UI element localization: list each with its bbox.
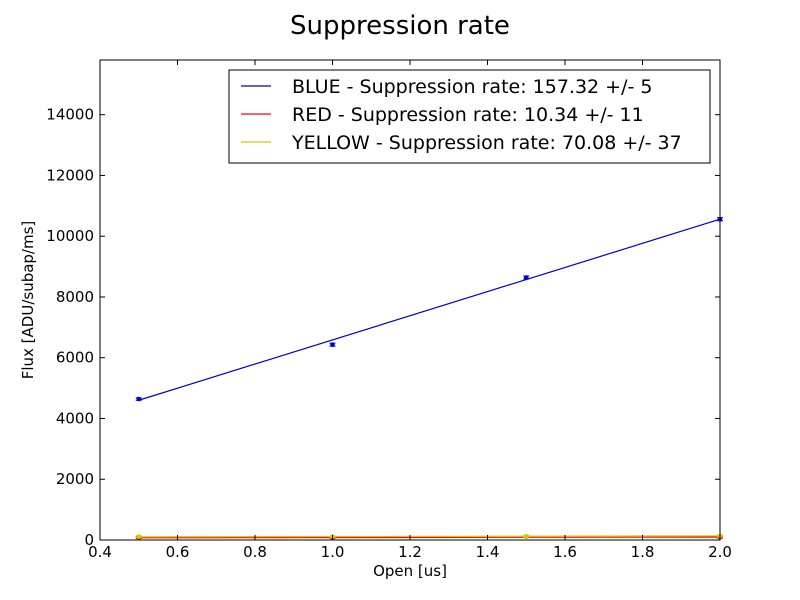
series-2-fit-line <box>138 535 721 538</box>
y-tick-label: 2000 <box>56 470 94 488</box>
y-tick-label: 14000 <box>46 106 94 124</box>
series-0-point <box>136 396 142 402</box>
series-0 <box>135 216 723 402</box>
legend-box <box>228 69 711 164</box>
series-0-fit-line <box>138 218 721 401</box>
series-0-point <box>523 275 529 280</box>
y-axis-label: Flux [ADU/subap/ms] <box>19 221 37 380</box>
legend-label-2: YELLOW - Suppression rate: 70.08 +/- 37 <box>291 132 682 154</box>
x-tick-label: 1.6 <box>553 543 577 561</box>
legend-label-1: RED - Suppression rate: 10.34 +/- 11 <box>292 104 644 126</box>
series-2-point <box>523 534 529 539</box>
x-tick-label: 0.8 <box>243 543 267 561</box>
x-axis-label: Open [us] <box>373 562 447 580</box>
x-tick-label: 2.0 <box>708 543 732 561</box>
series-1-fit-line <box>138 536 721 539</box>
y-tick-label: 10000 <box>46 227 94 245</box>
legend: BLUE - Suppression rate: 157.32 +/- 5 RED… <box>228 69 711 164</box>
x-tick-label: 1.4 <box>476 543 500 561</box>
y-tick-label: 0 <box>84 531 94 549</box>
series-2-point <box>136 534 142 539</box>
x-tick-label: 1.0 <box>321 543 345 561</box>
y-tick-label: 12000 <box>46 166 94 184</box>
axis-ticks: 0.4 0.6 0.8 1.0 1.2 1.4 1.6 1.8 2.0 0 2000 4000 6000… <box>46 60 732 561</box>
y-tick-label: 8000 <box>56 288 94 306</box>
x-tick-label: 0.4 <box>88 543 112 561</box>
x-tick-label: 0.6 <box>166 543 190 561</box>
plot-area <box>135 216 723 540</box>
y-tick-label: 4000 <box>56 409 94 427</box>
x-tick-label: 1.2 <box>398 543 422 561</box>
series-2 <box>135 533 723 539</box>
chart-title: Suppression rate <box>290 11 510 41</box>
legend-label-0: BLUE - Suppression rate: 157.32 +/- 5 <box>292 76 652 98</box>
x-tick-label: 1.8 <box>631 543 655 561</box>
series-0-point <box>330 342 335 347</box>
y-tick-label: 6000 <box>56 349 94 367</box>
